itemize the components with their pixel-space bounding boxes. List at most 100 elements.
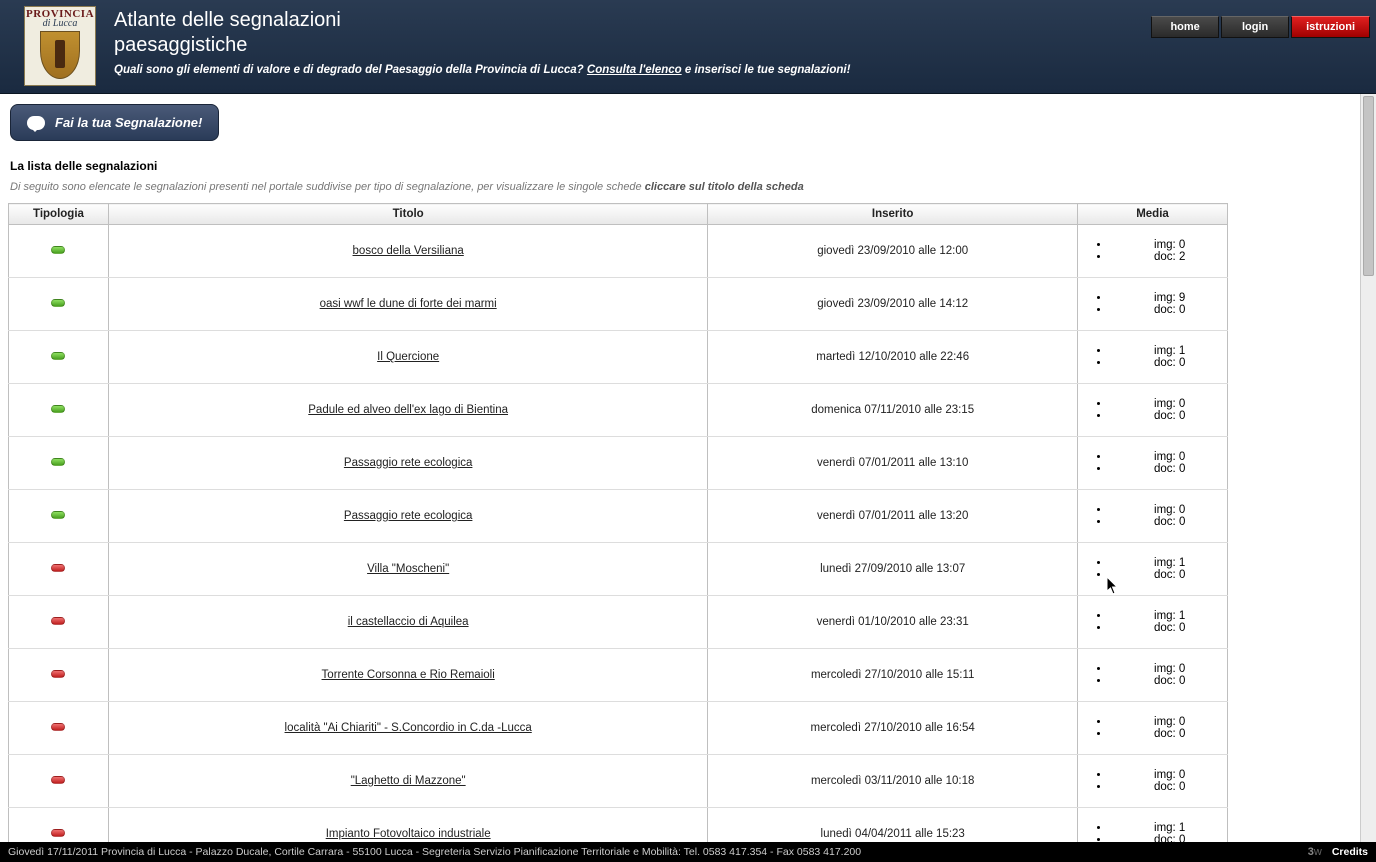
list-title: La lista delle segnalazioni: [10, 159, 1352, 173]
media-doc-count: doc: 0: [1110, 781, 1217, 793]
type-green-icon: [51, 352, 65, 360]
col-titolo: Titolo: [108, 204, 707, 225]
cell-media: img: 1doc: 0: [1078, 331, 1228, 384]
cell-tipologia: [9, 649, 109, 702]
cell-titolo: il castellaccio di Aquilea: [108, 596, 707, 649]
report-title-link[interactable]: Passaggio rete ecologica: [344, 510, 473, 522]
col-inserito: Inserito: [708, 204, 1078, 225]
cell-media: img: 9doc: 0: [1078, 278, 1228, 331]
type-red-icon: [51, 617, 65, 625]
page-subtitle: Quali sono gli elementi di valore e di d…: [114, 64, 850, 76]
media-doc-count: doc: 0: [1110, 410, 1217, 422]
type-red-icon: [51, 776, 65, 784]
table-row: "Laghetto di Mazzone"mercoledì 03/11/201…: [9, 755, 1228, 808]
cell-tipologia: [9, 702, 109, 755]
cell-tipologia: [9, 384, 109, 437]
table-row: Il Quercione martedì 12/10/2010 alle 22:4…: [9, 331, 1228, 384]
report-title-link[interactable]: bosco della Versiliana: [353, 245, 464, 257]
cell-media: img: 1doc: 0: [1078, 808, 1228, 843]
cell-media: img: 1doc: 0: [1078, 543, 1228, 596]
cell-titolo: bosco della Versiliana: [108, 225, 707, 278]
media-img-count: img: 0: [1110, 504, 1217, 516]
scroll-pane[interactable]: Fai la tua Segnalazione! La lista delle …: [0, 94, 1360, 842]
report-title-link[interactable]: il castellaccio di Aquilea: [348, 616, 469, 628]
media-img-count: img: 1: [1110, 557, 1217, 569]
media-img-count: img: 0: [1110, 769, 1217, 781]
table-row: Impianto Fotovoltaico industriale lunedì …: [9, 808, 1228, 843]
intro-bold: cliccare sul titolo della scheda: [645, 181, 804, 193]
intro-before: Di seguito sono elencate le segnalazioni…: [10, 181, 645, 193]
cell-media: img: 0doc: 0: [1078, 437, 1228, 490]
report-title-link[interactable]: Il Quercione: [377, 351, 439, 363]
cell-tipologia: [9, 437, 109, 490]
report-title-link[interactable]: "Laghetto di Mazzone": [351, 775, 466, 787]
col-media: Media: [1078, 204, 1228, 225]
report-title-link[interactable]: Villa "Moscheni": [367, 563, 449, 575]
reports-table: Tipologia Titolo Inserito Media bosco de…: [8, 203, 1228, 842]
header-bar: PROVINCIA di Lucca Atlante delle segnala…: [0, 0, 1376, 94]
cell-media: img: 0doc: 0: [1078, 702, 1228, 755]
type-red-icon: [51, 670, 65, 678]
table-row: Padule ed alveo dell'ex lago di Bientina…: [9, 384, 1228, 437]
nav-login[interactable]: login: [1221, 16, 1289, 38]
cell-titolo: Villa "Moscheni": [108, 543, 707, 596]
cell-tipologia: [9, 596, 109, 649]
media-img-count: img: 0: [1110, 663, 1217, 675]
table-row: Passaggio rete ecologica venerdì 07/01/20…: [9, 437, 1228, 490]
cell-tipologia: [9, 490, 109, 543]
cell-media: img: 0doc: 0: [1078, 490, 1228, 543]
speech-bubble-icon: [27, 116, 45, 130]
cell-tipologia: [9, 808, 109, 843]
media-img-count: img: 1: [1110, 822, 1217, 834]
nav-home[interactable]: home: [1151, 16, 1219, 38]
footer-bar: Giovedì 17/11/2011 Provincia di Lucca - …: [0, 842, 1376, 862]
cell-titolo: Torrente Corsonna e Rio Remaioli: [108, 649, 707, 702]
cell-titolo: Impianto Fotovoltaico industriale: [108, 808, 707, 843]
cell-tipologia: [9, 755, 109, 808]
header-text: Atlante delle segnalazioni paesaggistich…: [114, 4, 850, 76]
type-green-icon: [51, 246, 65, 254]
cell-media: img: 0doc: 0: [1078, 755, 1228, 808]
nav-istruzioni[interactable]: istruzioni: [1291, 16, 1370, 38]
report-title-link[interactable]: località "Ai Chiariti" - S.Concordio in …: [285, 722, 532, 734]
cell-inserito: martedì 12/10/2010 alle 22:46: [708, 331, 1078, 384]
media-doc-count: doc: 0: [1110, 675, 1217, 687]
report-title-link[interactable]: Impianto Fotovoltaico industriale: [326, 828, 491, 840]
media-img-count: img: 9: [1110, 292, 1217, 304]
cell-inserito: lunedì 04/04/2011 alle 15:23: [708, 808, 1078, 843]
report-title-link[interactable]: Torrente Corsonna e Rio Remaioli: [322, 669, 495, 681]
cell-inserito: giovedì 23/09/2010 alle 14:12: [708, 278, 1078, 331]
report-title-link[interactable]: Padule ed alveo dell'ex lago di Bientina: [308, 404, 508, 416]
media-doc-count: doc: 2: [1110, 251, 1217, 263]
cell-titolo: Passaggio rete ecologica: [108, 490, 707, 543]
cell-tipologia: [9, 225, 109, 278]
footer-3w-icon: 3w: [1308, 846, 1322, 858]
cell-inserito: lunedì 27/09/2010 alle 13:07: [708, 543, 1078, 596]
cell-inserito: venerdì 07/01/2011 alle 13:10: [708, 437, 1078, 490]
media-img-count: img: 1: [1110, 610, 1217, 622]
report-title-link[interactable]: oasi wwf le dune di forte dei marmi: [320, 298, 497, 310]
vertical-scrollbar[interactable]: [1360, 94, 1376, 842]
cell-titolo: località "Ai Chiariti" - S.Concordio in …: [108, 702, 707, 755]
cell-tipologia: [9, 331, 109, 384]
media-img-count: img: 0: [1110, 716, 1217, 728]
type-green-icon: [51, 405, 65, 413]
table-header-row: Tipologia Titolo Inserito Media: [9, 204, 1228, 225]
cell-tipologia: [9, 543, 109, 596]
footer-right: 3w Credits: [1308, 846, 1368, 858]
scrollbar-thumb[interactable]: [1363, 96, 1374, 276]
new-report-button[interactable]: Fai la tua Segnalazione!: [10, 104, 219, 141]
provincia-logo: PROVINCIA di Lucca: [24, 6, 96, 86]
footer-text: Giovedì 17/11/2011 Provincia di Lucca - …: [8, 846, 861, 858]
type-red-icon: [51, 564, 65, 572]
media-doc-count: doc: 0: [1110, 834, 1217, 842]
consulta-elenco-link[interactable]: Consulta l'elenco: [587, 64, 682, 76]
credits-link[interactable]: Credits: [1332, 846, 1368, 858]
logo-line2: di Lucca: [43, 18, 78, 29]
report-title-link[interactable]: Passaggio rete ecologica: [344, 457, 473, 469]
type-red-icon: [51, 829, 65, 837]
table-row: Villa "Moscheni" lunedì 27/09/2010 alle 1…: [9, 543, 1228, 596]
type-red-icon: [51, 723, 65, 731]
table-row: località "Ai Chiariti" - S.Concordio in …: [9, 702, 1228, 755]
subtitle-before: Quali sono gli elementi di valore e di d…: [114, 64, 587, 76]
